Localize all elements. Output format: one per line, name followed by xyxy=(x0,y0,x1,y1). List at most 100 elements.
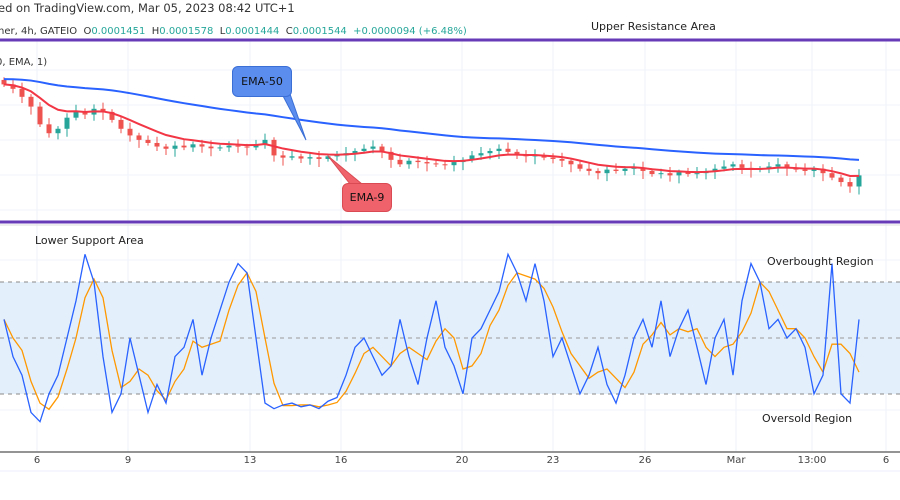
candle-body xyxy=(316,157,322,159)
candle-body xyxy=(208,146,214,149)
ema50-callout: EMA-50 xyxy=(232,66,292,97)
upper-resistance-label: Upper Resistance Area xyxy=(591,20,716,33)
candles xyxy=(1,77,862,195)
candle-body xyxy=(415,160,421,163)
candle-body xyxy=(577,164,583,169)
x-axis-ticks: 6 9 13 16 20 23 26 Mar 13:00 6 xyxy=(34,455,889,466)
candle-body xyxy=(226,145,232,148)
stoch-k-line xyxy=(3,252,860,423)
candle-body xyxy=(361,148,367,151)
candle-body xyxy=(559,158,565,161)
change-value: +0.0000094 (+6.48%) xyxy=(353,26,467,37)
candle-body xyxy=(550,157,556,159)
candle-body xyxy=(289,156,295,158)
candle-body xyxy=(487,150,493,154)
candle-body xyxy=(595,170,601,174)
candle-body xyxy=(73,111,79,118)
candle-body xyxy=(352,150,358,154)
candle-body xyxy=(19,88,25,97)
candle-body xyxy=(622,168,628,171)
candle-body xyxy=(667,173,673,176)
candle-body xyxy=(730,164,736,167)
candle-body xyxy=(271,139,277,156)
candle-body xyxy=(154,142,160,147)
candle-body xyxy=(406,160,412,165)
candle-body xyxy=(262,139,268,145)
x-tick-label: 9 xyxy=(125,455,131,466)
published-header: ed on TradingView.com, Mar 05, 2023 08:4… xyxy=(0,1,295,15)
x-tick-label: 26 xyxy=(639,455,652,466)
stoch-d-line xyxy=(3,271,860,411)
candle-body xyxy=(64,117,70,129)
candle-body xyxy=(514,151,520,155)
candle-body xyxy=(856,175,862,187)
candle-body xyxy=(163,146,169,149)
candle-body xyxy=(685,172,691,175)
candle-body xyxy=(55,128,61,134)
ema9-callout: EMA-9 xyxy=(342,183,392,212)
candle-body xyxy=(694,173,700,175)
candle-body xyxy=(244,146,250,148)
candle-body xyxy=(334,155,340,157)
candle-body xyxy=(613,169,619,171)
candle-body xyxy=(145,139,151,143)
candle-body xyxy=(658,173,664,175)
oversold-label: Oversold Region xyxy=(762,412,853,425)
candle-body xyxy=(199,144,205,147)
candle-body xyxy=(28,96,34,107)
candle-body xyxy=(46,124,52,134)
x-tick-label: 23 xyxy=(547,455,560,466)
candle-body xyxy=(118,119,124,129)
candle-body xyxy=(721,166,727,169)
candle-body xyxy=(1,79,7,85)
candle-body xyxy=(640,167,646,171)
candle-body xyxy=(370,146,376,149)
candle-body xyxy=(505,148,511,152)
x-tick-label: 6 xyxy=(34,455,40,466)
candle-body xyxy=(829,173,835,178)
candle-body xyxy=(784,164,790,168)
candle-body xyxy=(469,155,475,160)
ema-50-line xyxy=(3,78,860,161)
x-tick-label: 6 xyxy=(883,455,889,466)
candle-body xyxy=(10,84,16,89)
candle-body xyxy=(676,172,682,176)
candle-body xyxy=(37,106,43,125)
candle-body xyxy=(325,156,331,159)
candle-body xyxy=(631,167,637,169)
x-tick-label: 13 xyxy=(244,455,257,466)
candle-body xyxy=(649,170,655,175)
candle-body xyxy=(451,162,457,166)
candle-body xyxy=(478,153,484,156)
candle-body xyxy=(739,164,745,168)
high-value: 0.0001578 xyxy=(159,26,214,37)
lower-support-label: Lower Support Area xyxy=(35,234,144,247)
close-label: C xyxy=(285,26,293,37)
x-tick-label: Mar xyxy=(727,455,747,466)
x-tick-label: 20 xyxy=(456,455,469,466)
symbol-label: her, 4h, GATEIO xyxy=(0,26,78,37)
candle-body xyxy=(820,168,826,174)
candle-body xyxy=(397,159,403,165)
candle-body xyxy=(433,163,439,165)
candle-body xyxy=(712,168,718,171)
ohlc-legend: her, 4h, GATEIO O0.0001451 H0.0001578 L0… xyxy=(0,26,467,37)
candle-body xyxy=(586,168,592,171)
candle-body xyxy=(298,156,304,159)
overbought-label: Overbought Region xyxy=(767,255,874,268)
candle-body xyxy=(190,144,196,148)
ema9-callout-pointer xyxy=(327,155,364,185)
candle-body xyxy=(217,147,223,149)
candle-body xyxy=(109,111,115,120)
candle-body xyxy=(307,157,313,159)
candle-body xyxy=(775,164,781,167)
candle-body xyxy=(442,164,448,166)
low-value: 0.0001444 xyxy=(225,26,280,37)
candle-body xyxy=(811,168,817,171)
ema-9-line xyxy=(3,83,860,177)
candle-body xyxy=(838,177,844,183)
candle-body xyxy=(379,146,385,152)
x-tick-label: 13:00 xyxy=(798,455,827,466)
open-label: O xyxy=(83,26,92,37)
